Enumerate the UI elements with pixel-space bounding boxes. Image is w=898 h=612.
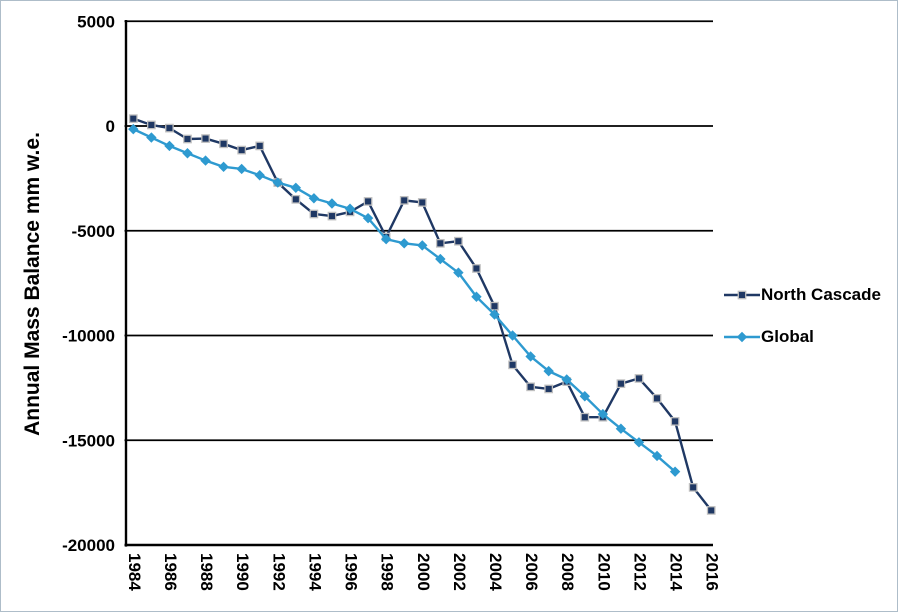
y-tick-label: -20000 xyxy=(62,536,115,555)
data-point-diamond xyxy=(669,466,681,477)
data-point-diamond xyxy=(308,193,320,204)
y-tick-label: -5000 xyxy=(72,222,115,241)
data-point-square xyxy=(688,483,698,492)
data-point-square xyxy=(399,196,409,205)
global-legend-marker xyxy=(724,331,760,343)
x-tick-label: 2004 xyxy=(486,553,505,591)
data-point-diamond xyxy=(254,170,265,181)
x-tick-label: 1996 xyxy=(342,553,361,591)
data-point-square xyxy=(237,145,247,155)
y-tick-label: -10000 xyxy=(62,327,115,346)
x-tick-label: 1998 xyxy=(378,553,397,591)
data-point-diamond xyxy=(236,163,247,175)
x-tick-label: 2008 xyxy=(558,553,577,591)
legend-item-north-cascade[interactable]: North Cascade xyxy=(724,274,881,316)
x-tick-label: 2000 xyxy=(414,553,433,591)
data-point-diamond xyxy=(290,182,302,194)
data-point-square xyxy=(616,379,626,389)
data-point-square xyxy=(490,301,499,311)
data-point-diamond xyxy=(543,365,554,377)
data-point-diamond xyxy=(579,391,591,402)
data-point-diamond xyxy=(597,408,609,420)
x-tick-label: 1994 xyxy=(305,553,324,591)
data-point-square xyxy=(219,139,228,149)
data-point-square xyxy=(472,264,481,273)
data-point-diamond xyxy=(525,351,536,362)
data-point-diamond xyxy=(615,423,627,434)
x-tick-label: 1986 xyxy=(161,553,180,591)
series-north-cascade xyxy=(128,114,716,515)
data-point-square xyxy=(652,393,662,403)
x-tick-label: 2002 xyxy=(450,553,469,591)
north-cascade-legend-marker xyxy=(724,290,760,300)
data-point-diamond xyxy=(164,140,175,152)
data-point-square xyxy=(309,209,319,219)
x-tick-label: 1988 xyxy=(197,553,216,591)
legend-label-north-cascade: North Cascade xyxy=(761,285,881,304)
data-point-square xyxy=(128,114,138,124)
legend-label-global: Global xyxy=(761,327,814,346)
data-point-diamond xyxy=(362,212,374,224)
data-point-square xyxy=(706,506,716,515)
y-axis-title: Annual Mass Balance mm w.e. xyxy=(21,132,44,436)
data-point-diamond xyxy=(326,198,338,209)
x-tick-label: 1990 xyxy=(233,553,252,591)
data-point-diamond xyxy=(471,291,482,302)
data-point-diamond xyxy=(218,161,229,173)
data-point-diamond xyxy=(128,123,139,135)
data-point-square xyxy=(454,236,463,246)
y-tick-label: -15000 xyxy=(62,431,115,450)
data-point-square xyxy=(147,120,156,130)
series-line xyxy=(132,117,713,512)
data-point-diamond xyxy=(651,450,663,462)
data-point-square xyxy=(417,198,427,207)
data-point-diamond xyxy=(453,267,464,278)
data-point-diamond xyxy=(344,203,356,214)
series-line xyxy=(132,128,676,473)
data-point-square xyxy=(544,384,554,394)
data-point-diamond xyxy=(200,155,211,166)
data-point-diamond xyxy=(507,330,518,341)
data-point-diamond xyxy=(633,437,645,448)
data-point-diamond xyxy=(398,238,410,249)
data-point-diamond xyxy=(272,177,283,188)
x-tick-label: 2010 xyxy=(594,553,613,591)
legend: North Cascade Global xyxy=(724,274,881,358)
data-point-square xyxy=(580,412,590,422)
x-tick-label: 2014 xyxy=(667,553,686,591)
data-point-diamond xyxy=(561,374,572,385)
data-point-square xyxy=(508,360,517,370)
data-point-square xyxy=(201,134,210,143)
data-point-diamond xyxy=(182,148,193,159)
series-global xyxy=(128,123,681,477)
y-tick-label: 0 xyxy=(106,117,115,136)
data-point-diamond xyxy=(380,233,392,245)
x-tick-label: 2006 xyxy=(522,553,541,591)
data-point-square xyxy=(670,417,680,426)
data-point-square xyxy=(634,374,644,383)
data-point-square xyxy=(526,382,535,392)
data-point-diamond xyxy=(417,240,428,251)
data-point-diamond xyxy=(435,253,446,265)
data-point-diamond xyxy=(146,132,157,143)
x-tick-label: 1992 xyxy=(269,553,288,591)
x-tick-label: 2012 xyxy=(630,553,649,591)
data-point-square xyxy=(737,290,747,300)
data-point-square xyxy=(255,141,265,151)
data-point-diamond xyxy=(736,331,748,343)
x-tick-label: 2016 xyxy=(703,553,722,591)
legend-item-global[interactable]: Global xyxy=(724,316,881,358)
y-tick-label: 5000 xyxy=(77,12,115,31)
data-point-diamond xyxy=(489,309,500,320)
data-point-square xyxy=(291,194,301,204)
data-point-square xyxy=(327,211,337,221)
x-tick-label: 1984 xyxy=(125,553,144,591)
data-point-square xyxy=(363,197,373,206)
data-point-square xyxy=(183,134,192,144)
data-point-square xyxy=(165,123,174,133)
data-point-square xyxy=(435,238,445,248)
